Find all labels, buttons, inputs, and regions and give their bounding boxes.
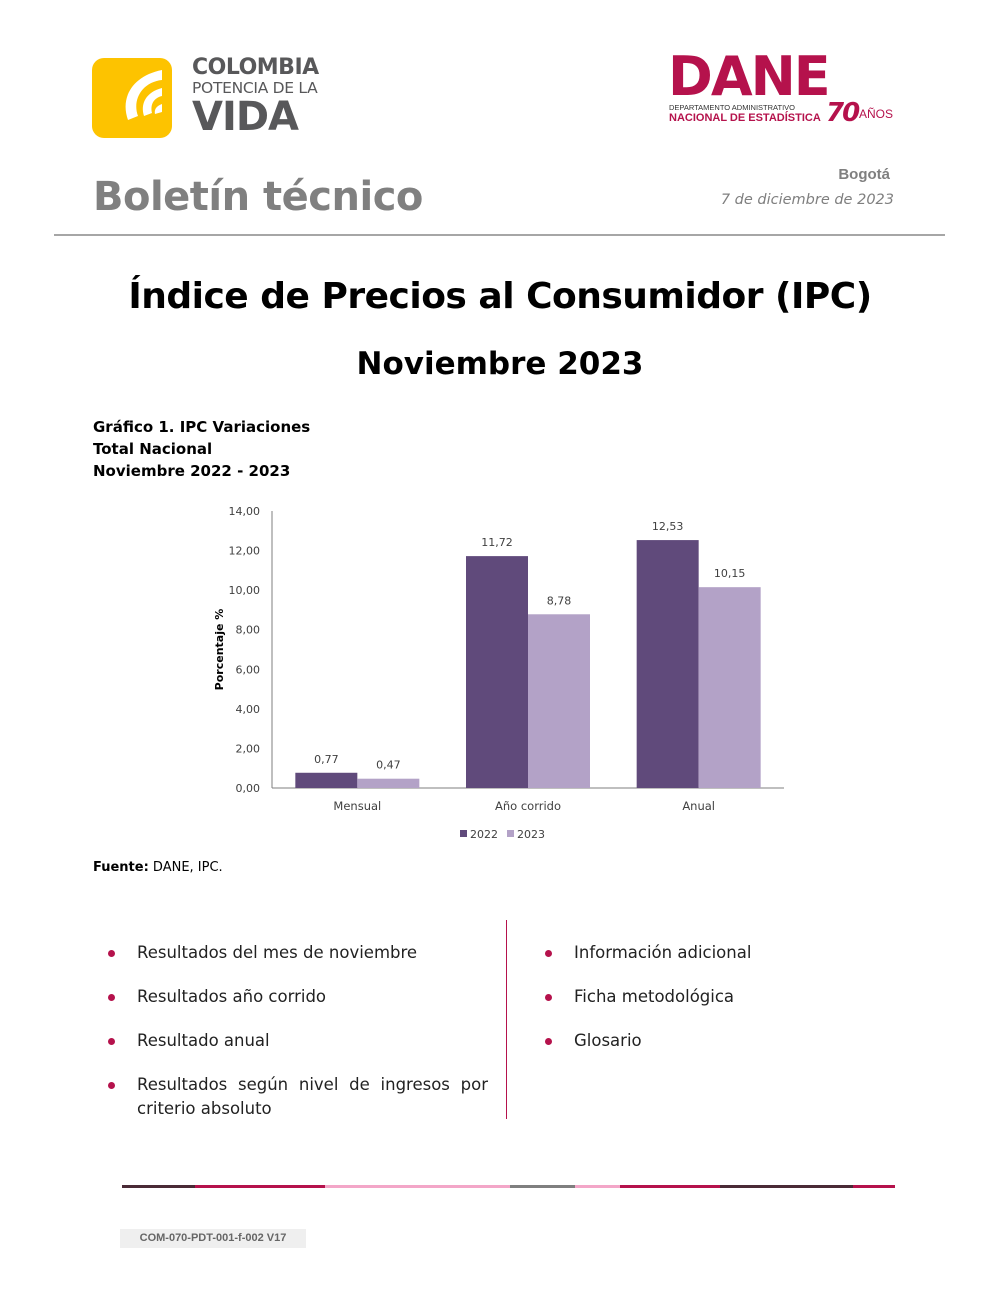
logo-line-vida: VIDA	[192, 94, 299, 140]
y-tick-label: 8,00	[236, 624, 261, 637]
legend-swatch-2023	[507, 830, 514, 837]
footer-bar-segment	[195, 1185, 325, 1188]
y-tick-label: 10,00	[229, 584, 261, 597]
chart-caption-line-3: Noviembre 2022 - 2023	[93, 462, 291, 480]
legend-swatch-2022	[460, 830, 467, 837]
colombia-potencia-logo: COLOMBIA POTENCIA DE LA VIDA	[92, 56, 322, 138]
page-subtitle: Noviembre 2023	[356, 346, 644, 382]
footer-bar-segment	[325, 1185, 510, 1188]
y-tick-label: 0,00	[236, 782, 261, 795]
source-label: Fuente:	[93, 860, 149, 875]
right-topics-list: Información adicional Ficha metodológica…	[529, 941, 909, 1073]
chart-caption-line-1: Gráfico 1. IPC Variaciones	[93, 418, 311, 436]
bar-2023	[357, 778, 420, 788]
logo-line-potencia: POTENCIA DE LA	[192, 79, 318, 97]
dane-logo: DANE DEPARTAMENTO ADMINISTRATIVO NACIONA…	[668, 50, 898, 129]
date-label: 7 de diciembre de 2023	[720, 192, 894, 208]
y-tick-label: 6,00	[236, 663, 261, 676]
bullet-icon	[108, 950, 115, 957]
logo-line-colombia: COLOMBIA	[192, 55, 319, 80]
document-code: COM-070-PDT-001-f-002 V17	[120, 1229, 306, 1248]
column-divider	[506, 920, 507, 1119]
data-label: 0,47	[376, 759, 401, 772]
y-axis-title: Porcentaje %	[213, 609, 226, 691]
y-tick-label: 14,00	[229, 505, 261, 518]
x-tick-label: Anual	[682, 799, 715, 813]
data-label: 12,53	[652, 520, 684, 533]
list-item[interactable]: Ficha metodológica	[529, 985, 909, 1009]
y-tick-label: 2,00	[236, 742, 261, 755]
dane-anniversary-word: AÑOS	[859, 107, 894, 121]
list-item-label: Resultados según nivel de ingresos por c…	[137, 1075, 488, 1118]
list-item-label: Ficha metodológica	[574, 987, 735, 1006]
bulletin-title: Boletín técnico	[93, 174, 423, 220]
list-item-label: Resultados año corrido	[137, 987, 327, 1006]
list-item[interactable]: Resultados según nivel de ingresos por c…	[92, 1073, 488, 1121]
data-label: 8,78	[547, 594, 572, 607]
chart-source: Fuente: DANE, IPC.	[93, 860, 223, 875]
bar-2023	[528, 614, 590, 788]
list-item[interactable]: Resultado anual	[92, 1029, 488, 1053]
footer-color-bar	[122, 1185, 895, 1188]
bar-2023	[698, 587, 761, 788]
bullet-icon	[545, 950, 552, 957]
list-item-label: Resultado anual	[137, 1031, 270, 1050]
bullet-icon	[108, 994, 115, 1001]
list-item-label: Glosario	[574, 1031, 642, 1050]
dane-subtitle-2: NACIONAL DE ESTADÍSTICA	[669, 112, 821, 124]
list-item[interactable]: Información adicional	[529, 941, 909, 965]
bullet-icon	[545, 1038, 552, 1045]
data-label: 11,72	[481, 536, 513, 549]
data-label: 10,15	[714, 567, 746, 580]
list-item-label: Resultados del mes de noviembre	[137, 943, 418, 962]
footer-bar-segment	[122, 1185, 195, 1188]
colombia-wave-icon	[92, 58, 172, 138]
list-item[interactable]: Resultados año corrido	[92, 985, 488, 1009]
chart-caption-line-2: Total Nacional	[93, 440, 213, 458]
bar-2022	[466, 556, 528, 788]
bar-2022	[636, 540, 699, 788]
bar-2022	[295, 772, 358, 788]
data-label: 0,77	[314, 753, 339, 766]
legend-label: 2022	[470, 828, 498, 841]
footer-bar-segment	[620, 1185, 720, 1188]
footer-bar-segment	[575, 1185, 620, 1188]
colombia-logo-text: COLOMBIA POTENCIA DE LA VIDA	[192, 55, 319, 140]
list-item-label: Información adicional	[574, 943, 752, 962]
x-tick-label: Año corrido	[495, 799, 561, 813]
dane-anniversary-number: 70	[826, 98, 860, 128]
source-text: DANE, IPC.	[148, 860, 223, 875]
footer-bar-segment	[720, 1185, 853, 1188]
dane-wordmark: DANE	[668, 45, 831, 108]
bullet-icon	[108, 1038, 115, 1045]
bullet-icon	[545, 994, 552, 1001]
ipc-bar-chart: 0,00 2,00 4,00 6,00 8,00 10,00 12,00 14,00 Porce…	[213, 505, 784, 841]
page-title: Índice de Precios al Consumidor (IPC)	[128, 276, 872, 317]
list-item[interactable]: Glosario	[529, 1029, 909, 1053]
dane-subtitle-1: DEPARTAMENTO ADMINISTRATIVO	[669, 103, 795, 112]
bullet-icon	[108, 1082, 115, 1089]
x-tick-label: Mensual	[333, 799, 381, 813]
city-label: Bogotá	[838, 166, 890, 183]
legend-label: 2023	[517, 828, 545, 841]
y-tick-label: 4,00	[236, 703, 261, 716]
footer-bar-segment	[510, 1185, 575, 1188]
header-divider	[54, 234, 945, 236]
left-topics-list: Resultados del mes de noviembre Resultad…	[92, 941, 488, 1141]
list-item[interactable]: Resultados del mes de noviembre	[92, 941, 488, 965]
y-tick-label: 12,00	[229, 545, 261, 558]
footer-bar-segment	[853, 1185, 895, 1188]
chart-caption: Gráfico 1. IPC Variaciones Total Naciona…	[93, 416, 310, 482]
